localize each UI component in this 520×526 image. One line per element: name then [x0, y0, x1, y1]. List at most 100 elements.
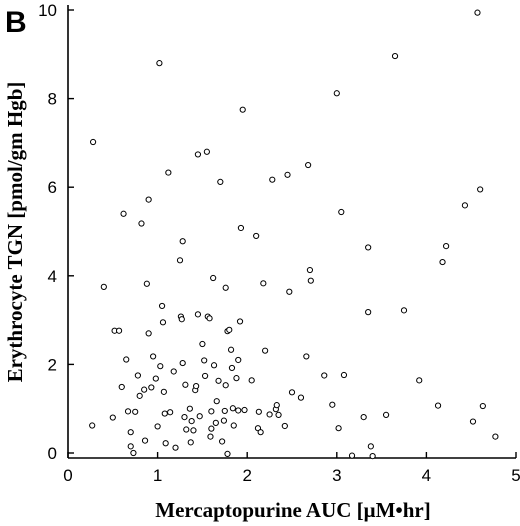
- data-point: [203, 148, 210, 155]
- data-point: [165, 169, 172, 176]
- x-axis-ticks: 0 1 2 3 4 5: [63, 452, 520, 485]
- data-point: [201, 372, 209, 380]
- data-point: [391, 52, 399, 60]
- data-point: [305, 161, 312, 169]
- data-point: [461, 202, 469, 209]
- data-point: [260, 280, 267, 287]
- data-point: [348, 452, 356, 459]
- data-point: [201, 357, 208, 364]
- data-point: [257, 429, 264, 436]
- data-point: [196, 413, 203, 420]
- data-point: [365, 309, 372, 316]
- data-point: [297, 394, 305, 401]
- data-point: [286, 288, 293, 295]
- panel-label: B: [5, 6, 27, 39]
- data-point: [237, 224, 245, 232]
- data-point: [215, 377, 222, 384]
- data-point: [241, 406, 248, 414]
- data-point: [338, 208, 345, 216]
- plot-frame: [67, 5, 516, 459]
- data-point: [235, 356, 242, 364]
- y-tick-label: 0: [48, 444, 57, 463]
- data-point: [321, 372, 328, 379]
- data-point: [229, 405, 236, 412]
- x-tick-label: 4: [422, 466, 431, 485]
- y-axis-label: Erythrocyte TGN [pmol/gm Hgb]: [3, 82, 27, 383]
- data-point: [477, 186, 484, 193]
- x-tick-label: 5: [511, 466, 520, 485]
- data-point: [170, 368, 177, 375]
- data-point: [138, 220, 145, 227]
- data-point: [235, 407, 242, 414]
- data-point: [159, 319, 167, 326]
- data-point: [167, 409, 174, 416]
- y-axis-ticks: 0 2 4 6 8 10: [38, 1, 74, 463]
- data-point: [288, 389, 296, 396]
- data-point: [194, 311, 202, 318]
- data-point: [269, 176, 276, 183]
- data-point: [158, 302, 166, 310]
- data-point: [434, 402, 442, 409]
- y-tick-label: 4: [48, 267, 57, 286]
- x-tick-label: 2: [242, 466, 251, 485]
- y-tick-label: 8: [48, 90, 57, 109]
- data-point: [156, 60, 163, 67]
- data-point: [109, 414, 116, 421]
- data-point: [207, 433, 214, 440]
- data-point: [161, 410, 168, 417]
- data-point: [255, 408, 262, 415]
- data-point: [236, 318, 244, 325]
- data-point: [118, 383, 125, 391]
- data-point: [284, 171, 291, 178]
- data-point: [143, 280, 150, 287]
- data-point: [226, 326, 233, 333]
- y-tick-label: 10: [38, 1, 57, 20]
- data-point: [190, 427, 197, 434]
- data-point: [262, 347, 269, 354]
- data-point: [145, 196, 152, 203]
- data-point: [181, 414, 188, 421]
- x-tick-label: 1: [153, 466, 162, 485]
- data-point: [199, 340, 206, 348]
- data-point: [186, 405, 193, 412]
- data-point: [89, 422, 96, 429]
- data-point: [123, 356, 130, 363]
- data-point: [492, 433, 499, 440]
- data-point: [210, 274, 217, 282]
- data-point: [365, 244, 372, 251]
- x-tick-label: 3: [332, 466, 341, 485]
- data-point: [152, 375, 159, 382]
- data-point: [360, 414, 367, 421]
- data-point: [400, 307, 408, 314]
- y-tick-label: 6: [48, 178, 57, 197]
- data-point: [136, 392, 143, 399]
- data-point: [306, 266, 314, 274]
- data-point: [172, 444, 179, 451]
- data-point: [248, 377, 255, 384]
- data-point: [273, 402, 280, 409]
- y-tick-label: 2: [48, 355, 57, 374]
- data-point: [89, 138, 97, 146]
- data-point: [148, 384, 155, 391]
- data-point: [335, 425, 342, 432]
- data-point: [221, 407, 228, 415]
- data-point: [124, 408, 132, 415]
- data-point: [141, 386, 148, 393]
- data-point: [134, 372, 141, 379]
- data-point: [208, 408, 215, 415]
- data-point: [382, 411, 390, 419]
- data-point: [239, 106, 246, 113]
- data-point: [329, 401, 336, 408]
- data-point: [340, 371, 348, 379]
- data-point: [182, 381, 189, 388]
- data-point: [127, 429, 134, 436]
- data-point: [130, 449, 137, 457]
- data-point: [162, 440, 169, 447]
- data-point: [275, 411, 282, 419]
- data-point: [303, 353, 310, 360]
- data-point: [212, 419, 219, 426]
- data-point: [176, 257, 184, 264]
- data-point: [217, 178, 224, 185]
- data-point: [154, 423, 161, 430]
- data-point: [224, 450, 231, 457]
